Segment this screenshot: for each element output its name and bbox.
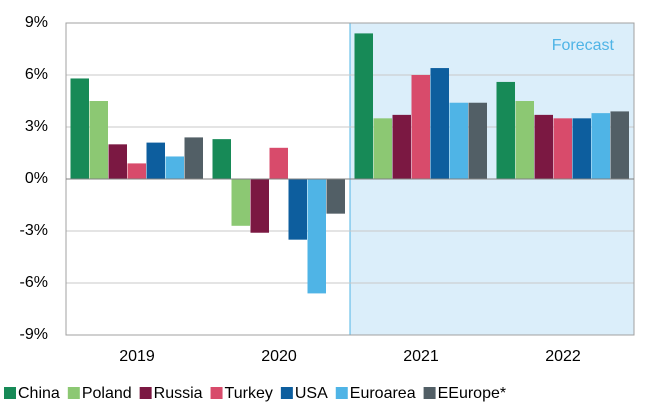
bar: [184, 137, 203, 179]
bar: [70, 78, 89, 179]
bar: [411, 75, 430, 179]
bar: [89, 101, 108, 179]
y-tick-label: 0%: [25, 170, 48, 187]
bar: [269, 147, 288, 179]
bar: [572, 118, 591, 179]
legend-label: Russia: [154, 385, 203, 402]
legend-swatch: [280, 387, 293, 399]
bar: [468, 102, 487, 179]
bar: [449, 102, 468, 179]
legend-label: USA: [295, 385, 328, 402]
y-tick-label: 6%: [25, 66, 48, 83]
bar: [534, 114, 553, 179]
x-tick-label: 2019: [119, 348, 155, 365]
bar: [288, 179, 307, 240]
legend-swatch: [139, 387, 152, 399]
legend-label: Poland: [82, 385, 132, 402]
bar: [354, 33, 373, 180]
bar: [127, 163, 146, 179]
annotation: Forecast: [552, 37, 615, 54]
bar: [373, 118, 392, 179]
bar: [212, 139, 231, 179]
x-tick-label: 2021: [403, 348, 439, 365]
x-tick-label: 2022: [545, 348, 581, 365]
bar: [553, 118, 572, 179]
y-tick-label: 9%: [25, 14, 48, 31]
y-tick-label: -9%: [20, 326, 48, 343]
legend-label: Euroarea: [350, 385, 416, 402]
bar: [307, 179, 326, 294]
legend-swatch: [335, 387, 348, 399]
bar: [326, 179, 345, 214]
legend-swatch: [67, 387, 80, 399]
legend-swatch: [4, 387, 16, 399]
bar: [250, 179, 269, 233]
bar: [591, 113, 610, 179]
legend-swatch: [423, 387, 436, 399]
legend-label: EEurope*: [438, 385, 507, 402]
bar: [392, 114, 411, 179]
y-tick-label: 3%: [25, 118, 48, 135]
bar: [496, 81, 515, 179]
bar: [610, 111, 629, 179]
legend-label: China: [18, 385, 60, 402]
legend-label: Turkey: [225, 385, 273, 402]
y-tick-label: -3%: [20, 222, 48, 239]
bar: [515, 101, 534, 179]
bar: [165, 156, 184, 179]
legend-swatch: [210, 387, 223, 399]
bar: [430, 68, 449, 179]
bar: [146, 142, 165, 179]
x-tick-label: 2020: [261, 348, 297, 365]
bar: [231, 179, 250, 226]
y-tick-label: -6%: [20, 274, 48, 291]
bar: [108, 144, 127, 179]
